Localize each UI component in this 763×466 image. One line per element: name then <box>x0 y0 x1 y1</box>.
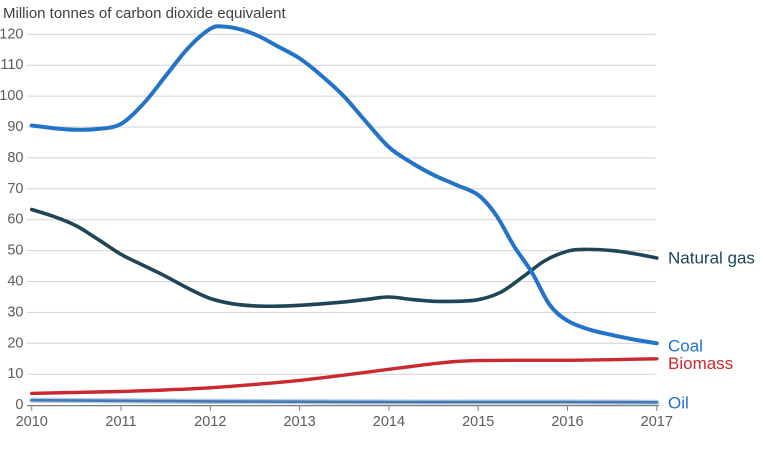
x-tick-label-2010: 2010 <box>16 414 48 430</box>
series-line-oil <box>30 398 659 404</box>
y-tick-label-100: 100 <box>0 88 24 104</box>
y-tick-label-70: 70 <box>7 181 23 197</box>
chart-title: Million tonnes of carbon dioxide equival… <box>3 5 286 22</box>
x-tick-label-2015: 2015 <box>462 414 494 430</box>
y-tick-label-40: 40 <box>7 274 23 290</box>
y-tick-label-80: 80 <box>7 150 23 166</box>
series-line-natural-gas <box>29 207 659 309</box>
y-tick-label-90: 90 <box>7 119 23 135</box>
y-tick-label-20: 20 <box>7 335 23 351</box>
y-tick-label-120: 120 <box>0 26 24 42</box>
y-tick-label-50: 50 <box>7 243 23 259</box>
y-tick-label-0: 0 <box>15 397 23 413</box>
x-tick-label-2012: 2012 <box>194 414 226 430</box>
x-tick-label-2014: 2014 <box>373 414 405 430</box>
y-tick-label-110: 110 <box>0 57 23 73</box>
series-line-biomass <box>30 357 659 396</box>
series-line-coal <box>29 24 659 346</box>
x-tick-label-2017: 2017 <box>641 414 673 430</box>
x-tick-label-2011: 2011 <box>105 414 136 430</box>
series-label-natural-gas: Natural gas <box>668 249 755 268</box>
y-tick-label-30: 30 <box>7 304 23 320</box>
x-tick-label-2016: 2016 <box>551 414 583 430</box>
series-label-coal: Coal <box>668 336 703 355</box>
y-tick-label-10: 10 <box>7 366 23 382</box>
x-tick-label-2013: 2013 <box>283 414 315 430</box>
series-label-oil: Oil <box>668 393 689 412</box>
y-tick-label-60: 60 <box>7 212 23 228</box>
series-label-biomass: Biomass <box>668 354 733 373</box>
